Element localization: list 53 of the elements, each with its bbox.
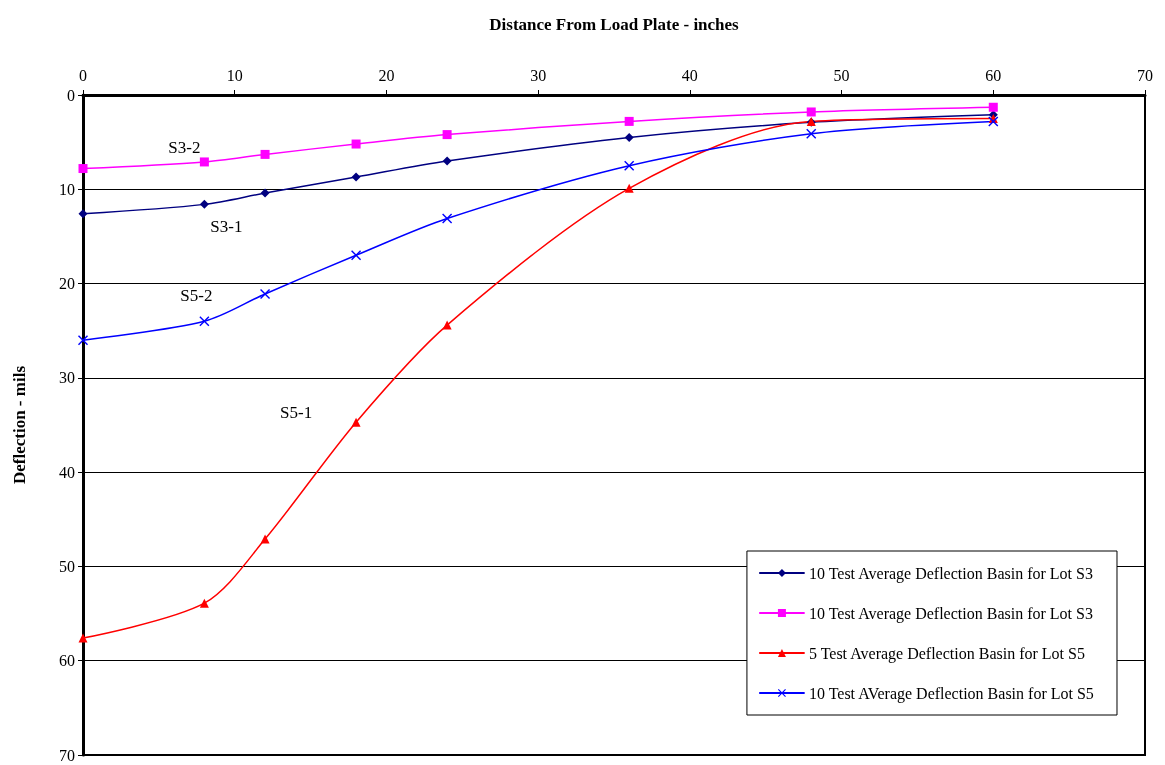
point (260, 149, 270, 159)
point (988, 102, 998, 112)
x-tick-label: 20 (378, 66, 395, 84)
x-tick-label: 40 (681, 66, 698, 84)
point (351, 139, 361, 149)
y-axis-title: Deflection - mils (10, 365, 29, 485)
point (199, 316, 210, 327)
annotation: S5-2 (180, 285, 213, 305)
x-tick-label: 50 (833, 66, 850, 84)
y-tick-label: 60 (59, 652, 75, 670)
y-tick-label: 0 (67, 86, 75, 104)
point (199, 598, 209, 608)
annotation: S3-2 (168, 138, 201, 158)
x-tick-label: 70 (1137, 66, 1153, 84)
legend-label: 5 Test Average Deflection Basin for Lot S5 (808, 644, 1085, 663)
point (78, 164, 88, 174)
point (199, 157, 209, 167)
point (78, 209, 88, 219)
point (624, 160, 635, 171)
point (78, 633, 88, 643)
point (442, 213, 453, 224)
y-tick-label: 20 (59, 275, 75, 293)
y-tick-label: 30 (59, 369, 75, 387)
x-tick-label: 0 (79, 66, 87, 84)
annotation: S5-1 (280, 402, 313, 422)
point (260, 534, 270, 544)
point (351, 172, 361, 182)
point (260, 188, 270, 198)
annotation: S3-1 (210, 216, 243, 236)
legend-label: 10 Test AVerage Deflection Basin for Lot S5 (808, 684, 1094, 703)
x-tick-label: 30 (530, 66, 547, 84)
point (442, 130, 452, 140)
point (806, 128, 817, 139)
point (260, 288, 271, 299)
point (351, 417, 361, 427)
point (78, 335, 88, 346)
legend-label: 10 Test Average Deflection Basin for Lot S3 (808, 564, 1093, 583)
point (624, 116, 634, 126)
y-tick-label: 10 (59, 180, 75, 198)
y-tick-label: 70 (59, 746, 75, 764)
x-tick-label: 10 (226, 66, 243, 84)
point (199, 199, 209, 209)
point (806, 107, 816, 117)
point (442, 156, 452, 166)
x-axis-title: Distance From Load Plate - inches (489, 15, 740, 34)
legend-label: 10 Test Average Deflection Basin for Lot S3 (808, 604, 1093, 623)
point (624, 183, 634, 193)
point (624, 132, 634, 142)
point (351, 250, 362, 261)
y-tick-label: 40 (59, 463, 75, 481)
x-tick-label: 60 (985, 66, 1002, 84)
point (442, 320, 452, 330)
y-tick-label: 50 (59, 557, 75, 575)
